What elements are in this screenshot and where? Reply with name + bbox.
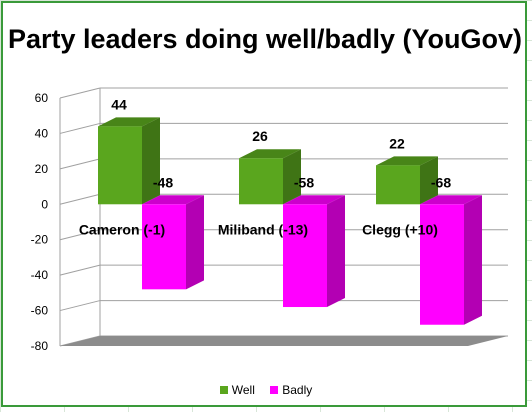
chart-floor <box>60 336 508 346</box>
y-tick-label: 40 <box>35 126 49 140</box>
bar-well-2 <box>376 156 438 205</box>
gridline-side <box>59 300 101 312</box>
gridline-side <box>59 229 101 241</box>
data-label: 44 <box>111 96 127 112</box>
legend-item-badly: Badly <box>270 383 312 397</box>
data-label: 26 <box>252 128 268 144</box>
bar-well-0-side <box>142 117 160 205</box>
gridline-side <box>59 122 101 134</box>
bar-well-2-top <box>376 156 438 166</box>
category-label: Miliband (-13) <box>218 221 308 237</box>
category-label: Cameron (-1) <box>79 221 165 237</box>
gridline-side <box>59 264 101 276</box>
gridline-side <box>59 193 101 205</box>
y-tick-label: 60 <box>35 91 49 105</box>
bar-well-2-front <box>376 165 420 205</box>
gridline-side <box>59 87 101 99</box>
bar-well-0-top <box>98 117 160 127</box>
data-label: -68 <box>431 174 451 190</box>
bar-badly-1-front <box>283 204 327 308</box>
legend-item-well: Well <box>219 383 255 397</box>
y-tick-label: -60 <box>31 304 49 318</box>
bar-well-0 <box>98 117 160 205</box>
data-label: -58 <box>294 174 314 190</box>
bar-well-1-top <box>239 149 301 159</box>
bar-badly-1 <box>283 195 345 308</box>
bar-well-0-front <box>98 126 142 205</box>
bar-badly-0-top <box>142 195 204 205</box>
bar-badly-0-side <box>186 195 204 290</box>
data-label: 22 <box>389 135 405 151</box>
legend-swatch-badly <box>270 386 279 394</box>
y-tick-label: -40 <box>31 268 49 282</box>
chart-title: Party leaders doing well/badly (YouGov) <box>7 24 523 54</box>
bar-well-1 <box>239 149 301 205</box>
gridline-side <box>59 158 101 170</box>
bar-badly-2-side <box>464 195 482 325</box>
legend-swatch-well <box>219 386 228 394</box>
bar-badly-0-front <box>142 204 186 290</box>
y-tick-label: -80 <box>31 339 49 353</box>
data-label: -48 <box>153 174 173 190</box>
bar-badly-2-top <box>420 195 482 205</box>
legend-label-well: Well <box>231 383 255 397</box>
bar-well-1-front <box>239 158 283 205</box>
y-tick-label: -20 <box>31 233 49 247</box>
bar-badly-1-top <box>283 195 345 205</box>
legend-label-badly: Badly <box>282 383 313 397</box>
y-tick-label: 0 <box>41 197 48 211</box>
bar-well-1-side <box>283 149 301 205</box>
legend: Well Badly <box>0 383 532 397</box>
y-tick-label: 20 <box>35 162 49 176</box>
bar-badly-1-side <box>327 195 345 308</box>
bar-badly-2-front <box>420 204 464 325</box>
bar-badly-2 <box>420 195 482 325</box>
bar-well-2-side <box>420 156 438 205</box>
category-label: Clegg (+10) <box>362 221 438 237</box>
bar-badly-0 <box>142 195 204 290</box>
